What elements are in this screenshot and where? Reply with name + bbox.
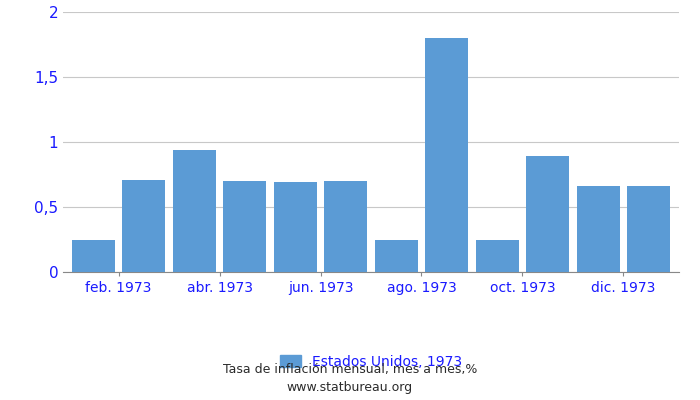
Bar — [627, 186, 670, 272]
Bar — [173, 150, 216, 272]
Bar — [374, 240, 418, 272]
Bar — [72, 240, 115, 272]
Bar — [122, 180, 165, 272]
Bar — [274, 182, 316, 272]
Bar — [223, 181, 266, 272]
Bar — [476, 240, 519, 272]
Bar — [526, 156, 569, 272]
Text: www.statbureau.org: www.statbureau.org — [287, 382, 413, 394]
Bar — [426, 38, 468, 272]
Legend: Estados Unidos, 1973: Estados Unidos, 1973 — [274, 349, 468, 374]
Text: Tasa de inflación mensual, mes a mes,%: Tasa de inflación mensual, mes a mes,% — [223, 364, 477, 376]
Bar — [324, 181, 368, 272]
Bar — [577, 186, 620, 272]
